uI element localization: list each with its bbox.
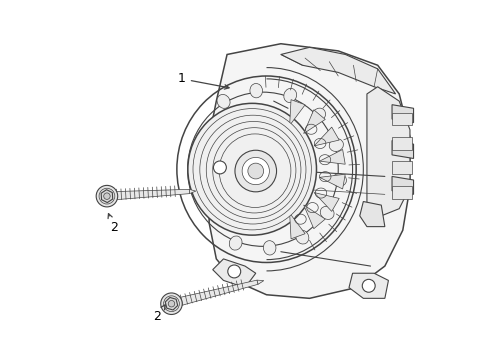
Circle shape [168,301,175,307]
Ellipse shape [263,241,276,255]
FancyBboxPatch shape [392,161,412,174]
Circle shape [214,161,226,174]
FancyBboxPatch shape [392,113,412,126]
Ellipse shape [193,109,311,230]
Circle shape [242,157,270,185]
Ellipse shape [250,84,263,98]
Polygon shape [367,87,410,216]
Circle shape [164,296,179,312]
Polygon shape [209,44,410,298]
Ellipse shape [284,89,296,103]
Polygon shape [392,140,414,158]
Circle shape [362,279,375,292]
Polygon shape [209,151,231,187]
Circle shape [161,293,182,315]
Polygon shape [392,176,414,194]
Polygon shape [314,127,339,146]
Polygon shape [165,297,178,310]
Polygon shape [189,189,196,194]
Ellipse shape [332,174,346,186]
Ellipse shape [188,103,317,235]
Ellipse shape [219,134,291,207]
Circle shape [228,265,241,278]
Circle shape [104,193,110,199]
FancyBboxPatch shape [392,186,412,199]
Ellipse shape [206,121,301,219]
Polygon shape [304,110,325,134]
Text: 2: 2 [153,305,165,324]
Polygon shape [213,259,256,288]
Polygon shape [349,273,389,298]
Polygon shape [101,190,113,203]
Ellipse shape [229,236,242,250]
Ellipse shape [329,139,343,152]
Polygon shape [107,189,190,201]
Text: 2: 2 [108,213,118,234]
Polygon shape [257,280,264,284]
Polygon shape [360,202,385,226]
Circle shape [248,163,264,179]
Polygon shape [171,280,258,308]
Ellipse shape [217,94,230,108]
Polygon shape [290,100,305,125]
Ellipse shape [213,128,296,213]
Ellipse shape [200,115,306,224]
Polygon shape [304,205,325,229]
Circle shape [99,188,115,204]
Ellipse shape [312,108,325,122]
Ellipse shape [320,206,334,220]
Polygon shape [290,213,305,239]
Text: 1: 1 [178,72,229,89]
Circle shape [235,150,276,192]
Polygon shape [319,149,345,164]
Polygon shape [281,47,395,94]
FancyBboxPatch shape [392,137,412,150]
Polygon shape [319,174,345,189]
Ellipse shape [296,230,309,244]
Polygon shape [314,193,339,211]
Polygon shape [392,105,414,123]
Circle shape [96,185,118,207]
